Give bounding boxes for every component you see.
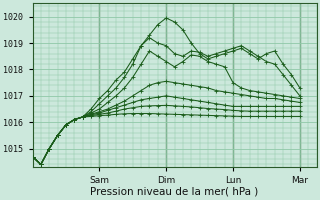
X-axis label: Pression niveau de la mer( hPa ): Pression niveau de la mer( hPa ) [90,187,259,197]
